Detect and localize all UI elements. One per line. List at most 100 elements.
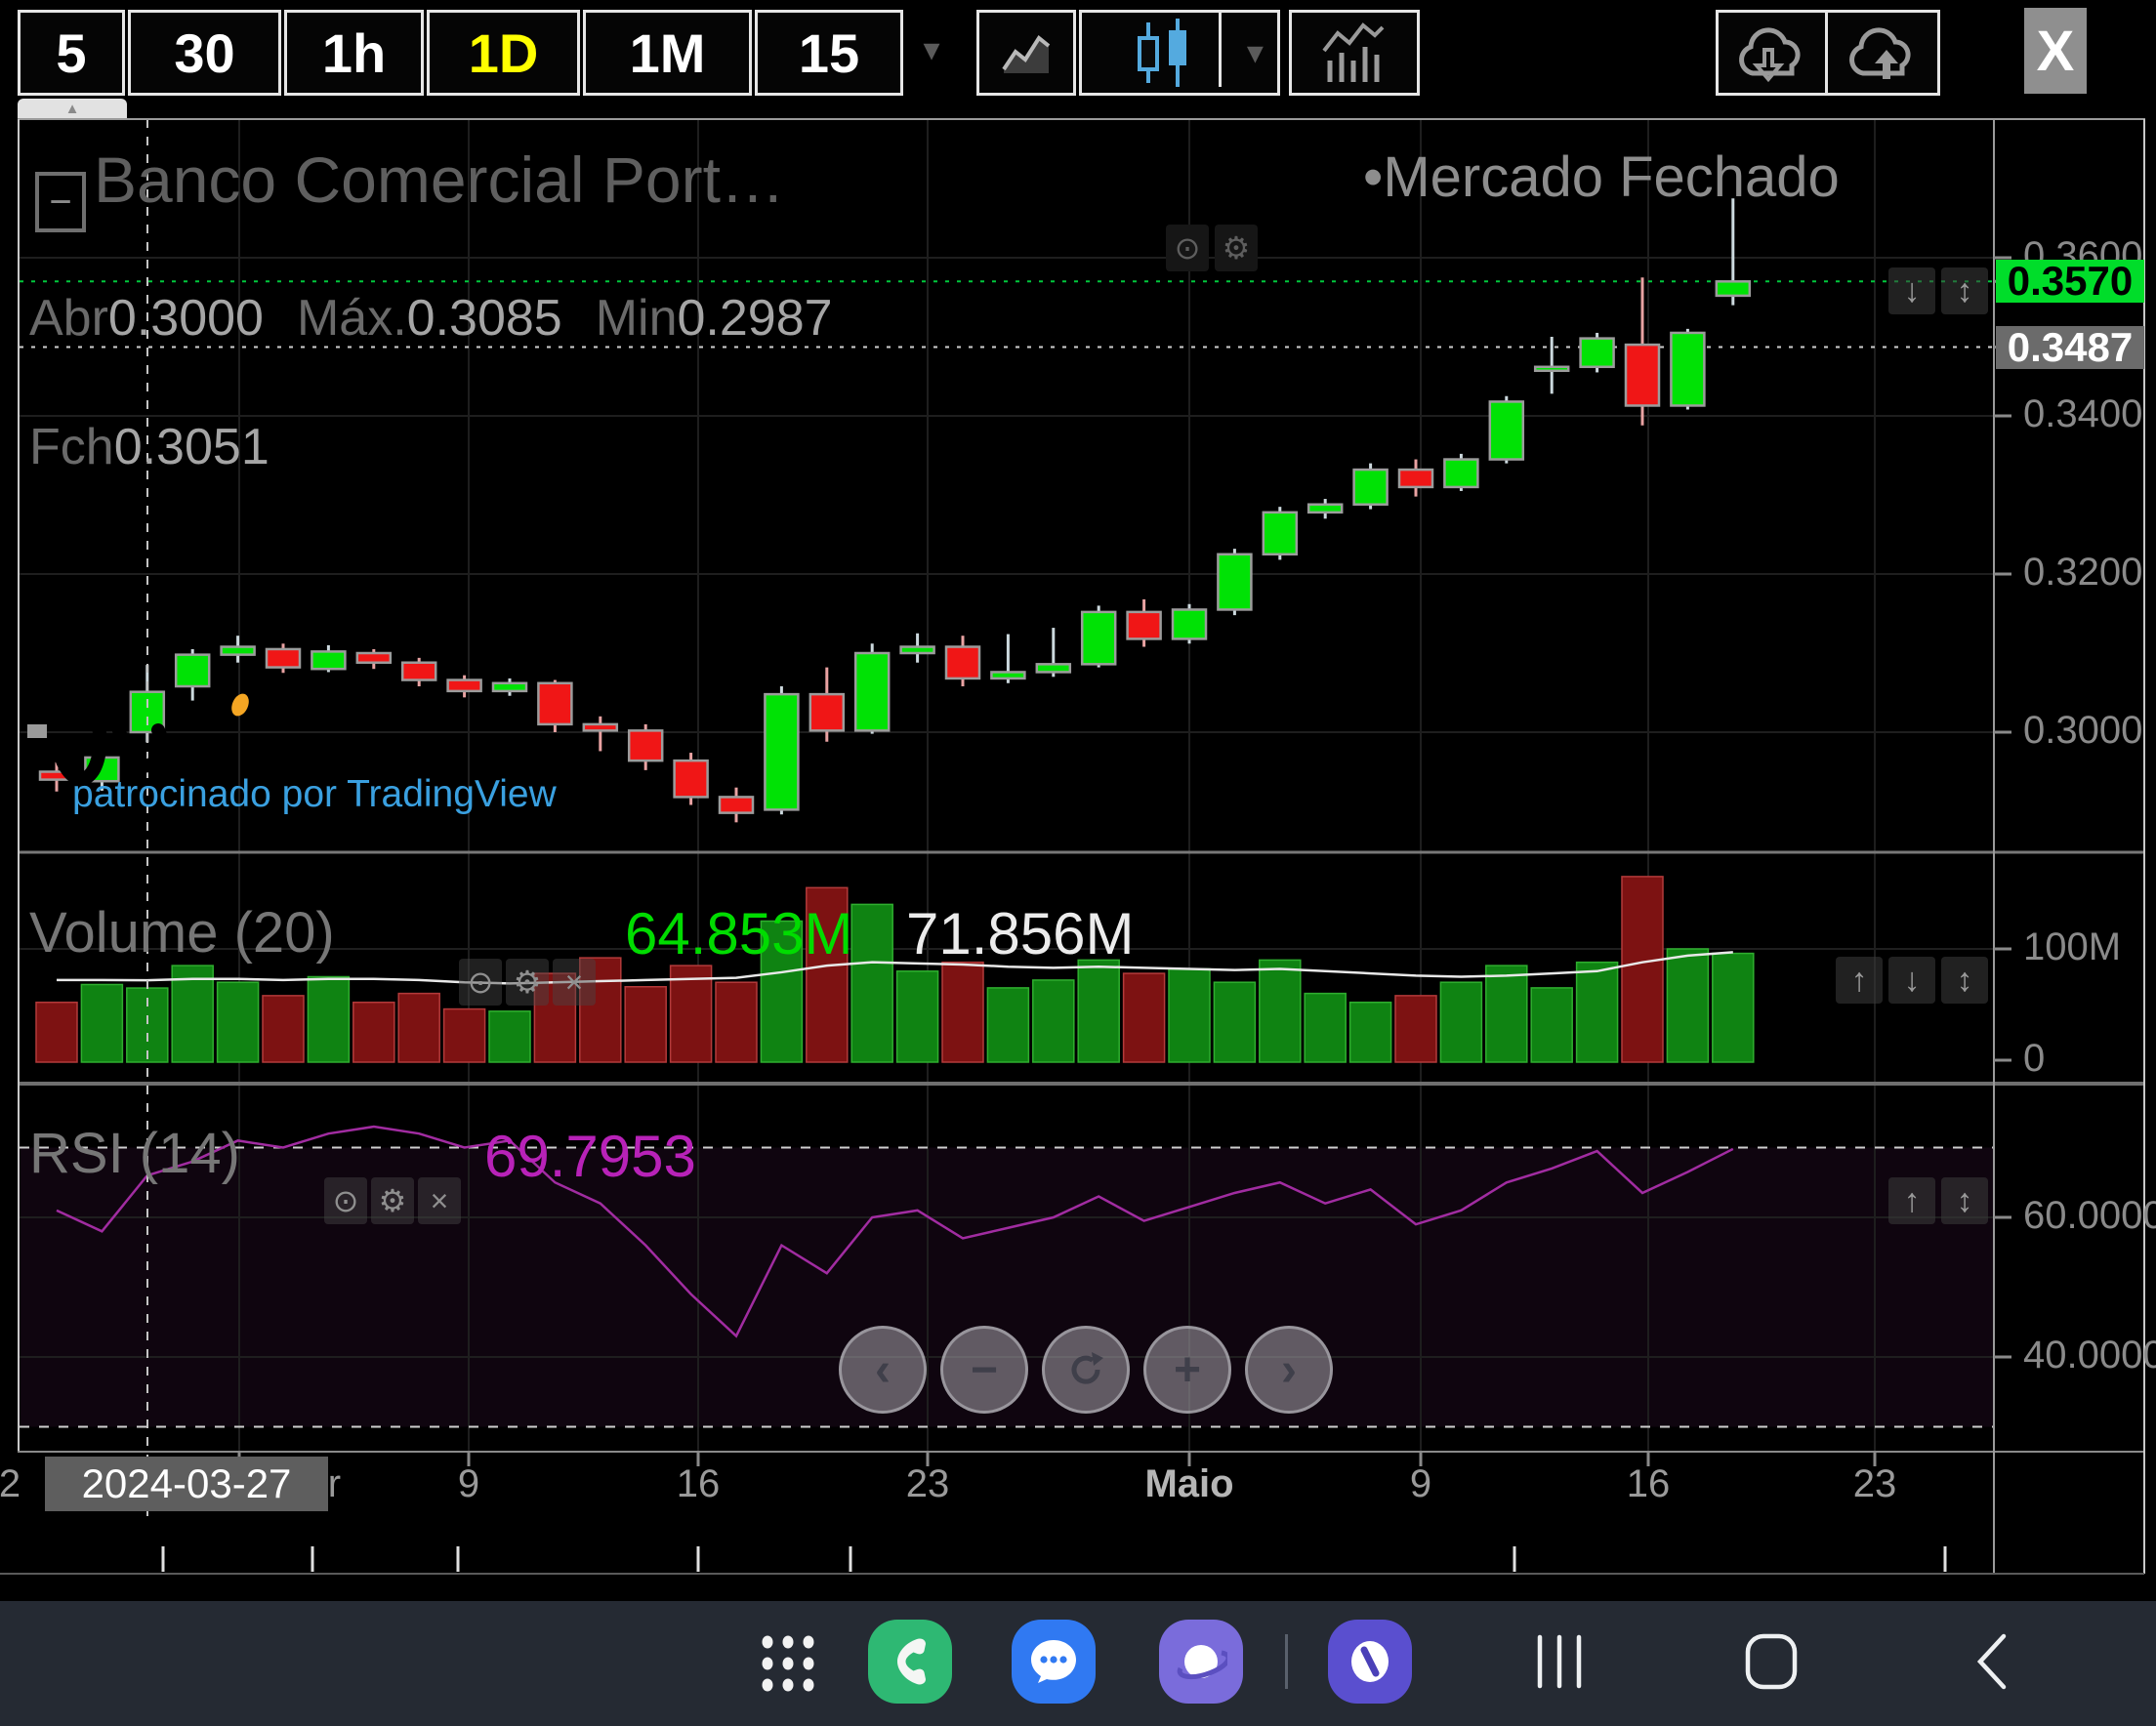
line-chart-style-button[interactable]: [976, 10, 1076, 96]
cloud-download-button[interactable]: [1716, 10, 1829, 96]
volume-settings-icon[interactable]: ⚙: [506, 959, 549, 1006]
back-nav-button[interactable]: [1961, 1630, 2023, 1693]
volume-remove-icon[interactable]: ×: [553, 959, 596, 1006]
volume-ma-value: 71.856M: [906, 901, 1135, 966]
recents-nav-button[interactable]: [1528, 1630, 1591, 1693]
timeframe-30-button[interactable]: 30: [128, 10, 281, 96]
back-chevron-icon: [1976, 1633, 2007, 1690]
refresh-icon: [1071, 1352, 1103, 1384]
timeframe-5-button[interactable]: 5: [18, 10, 125, 96]
price-scale-down-button[interactable]: ↓: [1888, 267, 1935, 314]
time-axis-label: 23: [905, 1462, 950, 1505]
home-nav-button[interactable]: [1740, 1630, 1803, 1693]
cloud-download-icon: [1739, 27, 1801, 83]
timeframe-15-button[interactable]: 15: [755, 10, 903, 96]
rsi-eye-icon[interactable]: ⊙: [324, 1177, 367, 1224]
close-value: 0.3051: [113, 419, 270, 475]
messages-app-icon[interactable]: [1012, 1620, 1096, 1704]
chevron-down-icon: ▾: [1246, 34, 1264, 71]
pan-right-button[interactable]: ›: [1245, 1326, 1333, 1414]
volume-value: 64.853M: [625, 901, 853, 966]
cloud-upload-icon: [1849, 27, 1911, 79]
time-axis-label: 16: [676, 1462, 721, 1505]
price-scale-fit-button[interactable]: ↕: [1941, 267, 1988, 314]
rsi-line: [56, 1125, 1734, 1338]
planet-icon: [1177, 1645, 1227, 1680]
indicators-icon: [1322, 22, 1385, 82]
timeframe-1m-button[interactable]: 1M: [583, 10, 752, 96]
pan-left-button[interactable]: ‹: [839, 1326, 927, 1414]
symbol-eye-icon[interactable]: ⊙: [1166, 225, 1209, 271]
symbol-title: Banco Comercial Port…: [94, 144, 785, 216]
close-chart-button[interactable]: X: [2024, 8, 2087, 94]
annotation-dot: [231, 693, 249, 717]
home-icon: [1745, 1633, 1798, 1690]
symbol-settings-icon[interactable]: ⚙: [1215, 225, 1258, 271]
volume-bars: [35, 876, 1755, 1063]
zoom-in-button[interactable]: +: [1143, 1326, 1231, 1414]
taskbar-divider: [1285, 1634, 1288, 1689]
app-drawer-icon[interactable]: [760, 1634, 816, 1693]
clock-face-icon: [1351, 1641, 1389, 1682]
time-axis-label: 9: [1409, 1462, 1432, 1505]
volume-axis-label: 0: [2023, 1037, 2046, 1080]
reset-view-button[interactable]: [1042, 1326, 1130, 1414]
cloud-upload-button[interactable]: [1825, 10, 1940, 96]
pane-borders: [0, 118, 2145, 1575]
candlestick-style-button[interactable]: ▾: [1079, 10, 1280, 96]
close-readout: Fch0.3051: [29, 418, 303, 476]
price-axis-label: 0.3000: [2023, 709, 2143, 752]
time-axis-label: 9: [457, 1462, 480, 1505]
time-axis-label: 2: [0, 1462, 21, 1505]
open-value: 0.3000: [107, 290, 264, 347]
phone-app-icon[interactable]: [868, 1620, 952, 1704]
triangle-up-icon: ▲: [64, 101, 80, 117]
volume-scale-down-button[interactable]: ↓: [1888, 957, 1935, 1004]
tradingview-sponsor-link[interactable]: patrocinado por TradingView: [72, 773, 557, 815]
volume-indicator-label: Volume (20): [29, 901, 335, 965]
crosshair-date-tooltip: 2024-03-27: [45, 1457, 328, 1511]
volume-ma-line: [57, 951, 1733, 985]
divider: [1219, 13, 1222, 87]
rsi-settings-icon[interactable]: ⚙: [371, 1177, 414, 1224]
volume-scale-fit-button[interactable]: ↕: [1941, 957, 1988, 1004]
low-label: Min: [595, 290, 678, 347]
line-chart-icon: [1002, 35, 1051, 73]
last-price-badge: 0.3570: [1996, 258, 2144, 304]
high-value: 0.3085: [406, 290, 562, 347]
recents-icon: [1537, 1634, 1582, 1689]
rsi-indicator-label: RSI (14): [29, 1122, 240, 1185]
phone-handset-icon: [897, 1638, 926, 1685]
time-axis-label: 16: [1626, 1462, 1671, 1505]
volume-scale-up-button[interactable]: ↑: [1836, 957, 1883, 1004]
collapse-symbol-icon[interactable]: −: [35, 172, 86, 232]
volume-eye-icon[interactable]: ⊙: [459, 959, 502, 1006]
browser-app-icon[interactable]: [1159, 1620, 1243, 1704]
rsi-remove-icon[interactable]: ×: [418, 1177, 461, 1224]
ruler-ticks: [161, 1546, 1947, 1572]
candlestick-icon: [1138, 19, 1186, 87]
chat-bubble-icon: [1031, 1640, 1076, 1683]
rsi-scale-up-button[interactable]: ↑: [1888, 1177, 1935, 1224]
rsi-scale-fit-button[interactable]: ↕: [1941, 1177, 1988, 1224]
indicators-button[interactable]: [1289, 10, 1420, 96]
price-axis-label: 0.3400: [2023, 392, 2143, 435]
timeframe-1d-button[interactable]: 1D: [427, 10, 580, 96]
rsi-value: 69.7953: [484, 1124, 696, 1189]
toolbar-collapse-handle[interactable]: ▲: [18, 99, 127, 119]
zoom-out-button[interactable]: −: [940, 1326, 1028, 1414]
price-line-handle[interactable]: [27, 724, 47, 738]
chevron-down-icon: ▾: [923, 31, 940, 68]
android-taskbar: [0, 1601, 2156, 1726]
time-axis-label: 23: [1852, 1462, 1897, 1505]
price-axis-label: 0.3200: [2023, 551, 2143, 594]
market-status: •Mercado Fechado: [1363, 145, 1840, 209]
low-value: 0.2987: [677, 290, 833, 347]
timeframe-dropdown[interactable]: ▾: [900, 10, 963, 90]
timeframe-1h-button[interactable]: 1h: [284, 10, 424, 96]
drawing-annotation[interactable]: [50, 701, 169, 786]
ohlc-readout: Abr0.3000 Máx.0.3085 Min0.2987: [29, 289, 866, 348]
clock-app-icon[interactable]: [1328, 1620, 1412, 1704]
candles: [38, 198, 1752, 823]
